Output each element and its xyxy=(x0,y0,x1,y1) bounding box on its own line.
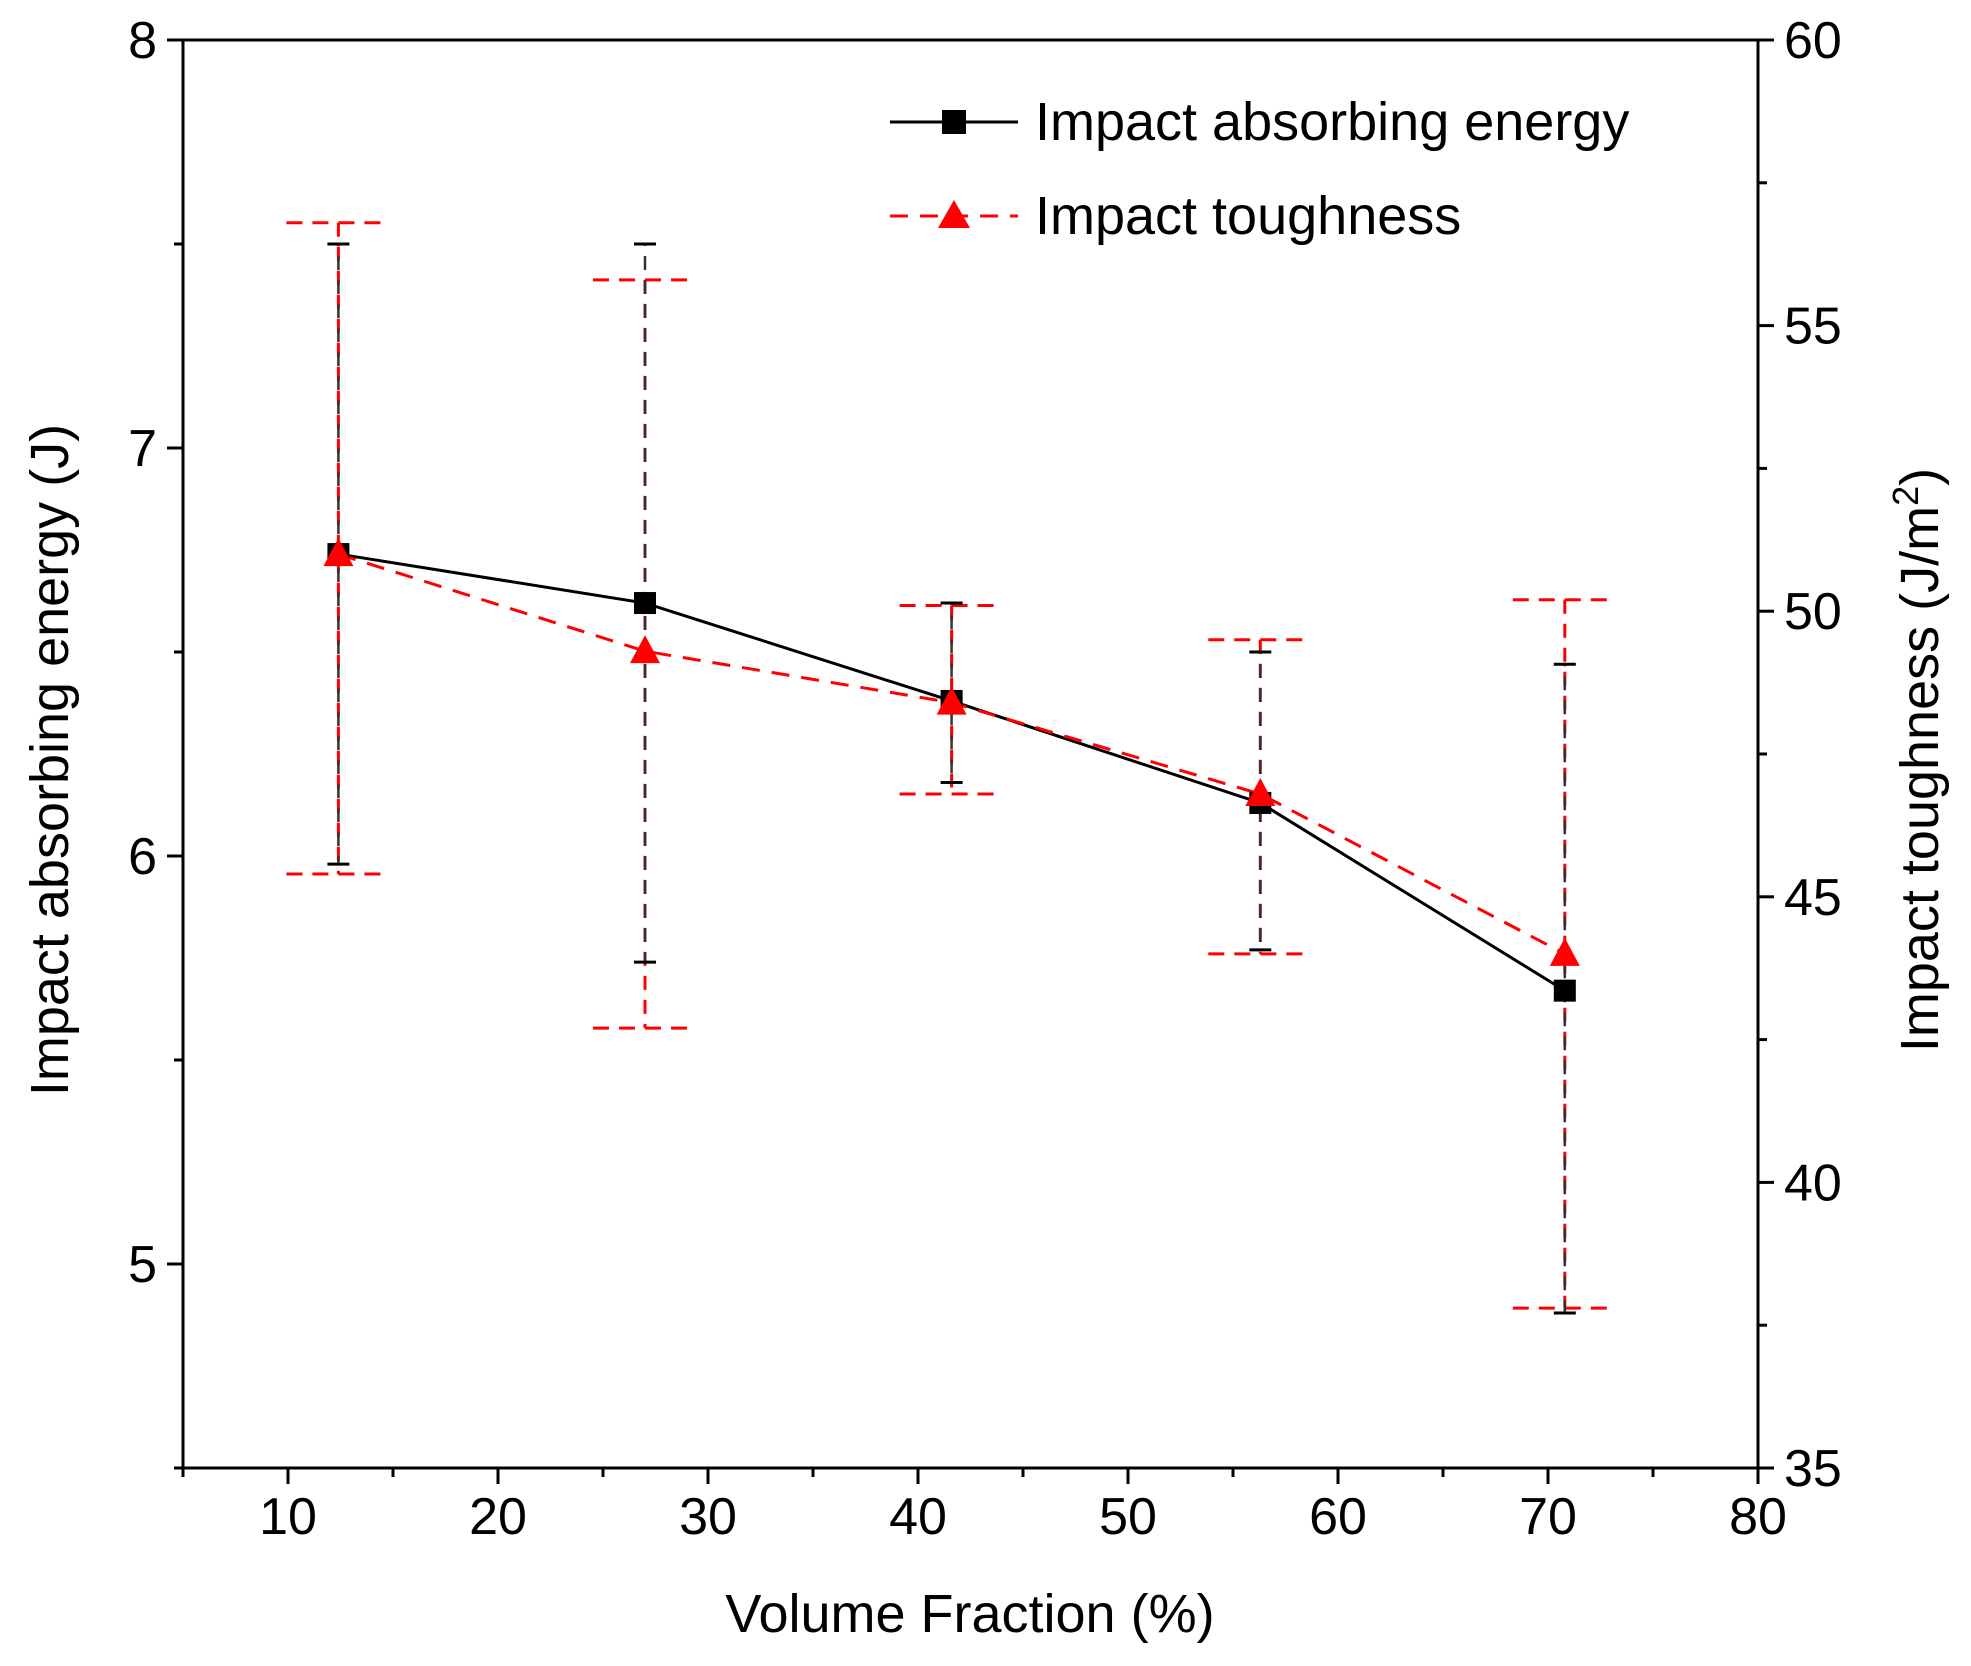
y-left-tick-label: 7 xyxy=(128,420,157,478)
y-right-tick-label: 45 xyxy=(1784,869,1842,927)
legend-label-toughness: Impact toughness xyxy=(1035,186,1461,246)
y-right-axis-title: Impact toughness (J/m2) xyxy=(1885,468,1950,1052)
y-right-tick-label: 60 xyxy=(1784,12,1842,70)
legend-marker-square xyxy=(942,110,966,134)
y-right-axis-title-main: Impact toughness (J/m xyxy=(1890,506,1950,1052)
x-tick-label: 20 xyxy=(469,1488,527,1546)
axes: 10 20 30 40 50 60 70 80 5 6 7 8 35 40 45 50 55 60 xyxy=(128,12,1842,1546)
legend-label-energy: Impact absorbing energy xyxy=(1035,92,1629,152)
energy-data-point xyxy=(1553,979,1576,1002)
x-tick-label: 30 xyxy=(679,1488,737,1546)
toughness-data-point xyxy=(936,686,967,715)
toughness-data-point xyxy=(323,538,354,567)
y-right-axis-title-close: ) xyxy=(1890,468,1950,486)
data-markers xyxy=(323,538,1580,1002)
toughness-data-point xyxy=(1245,777,1276,806)
x-tick-label: 40 xyxy=(889,1488,947,1546)
error-bars xyxy=(286,221,1617,1315)
y-right-tick-label: 35 xyxy=(1784,1440,1842,1498)
y-right-tick-label: 50 xyxy=(1784,583,1842,641)
y-left-tick-label: 5 xyxy=(128,1236,157,1294)
y-left-tick-label: 6 xyxy=(128,828,157,886)
y-right-tick-label: 55 xyxy=(1784,298,1842,356)
x-tick-label: 50 xyxy=(1099,1488,1157,1546)
y-right-axis-title-superscript: 2 xyxy=(1885,486,1926,506)
y-left-axis-title: Impact absorbing energy (J) xyxy=(20,424,80,1096)
x-tick-label: 10 xyxy=(259,1488,317,1546)
y-left-tick-label: 8 xyxy=(128,12,157,70)
energy-data-point xyxy=(634,592,656,615)
y-right-tick-label: 40 xyxy=(1784,1154,1842,1212)
x-tick-label: 80 xyxy=(1729,1488,1787,1546)
toughness-data-point xyxy=(1549,937,1580,966)
legend-marker-triangle xyxy=(938,200,970,228)
x-axis-title: Volume Fraction (%) xyxy=(725,1584,1214,1644)
x-tick-label: 60 xyxy=(1309,1488,1367,1546)
x-tick-label: 70 xyxy=(1519,1488,1577,1546)
legend: Impact absorbing energy Impact toughness xyxy=(890,92,1629,246)
toughness-data-point xyxy=(630,635,660,664)
